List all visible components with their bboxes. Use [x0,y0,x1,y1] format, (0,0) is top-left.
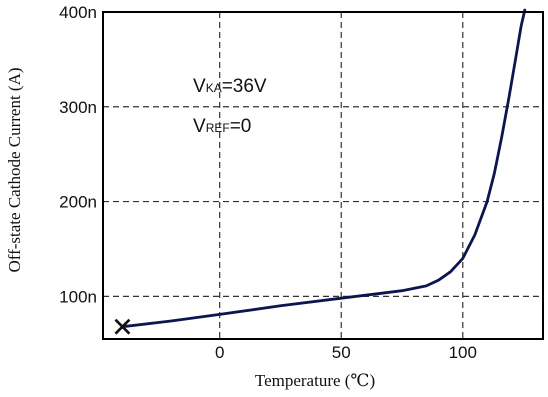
y-tick-label: 400n [59,3,97,22]
y-axis-title: Off-state Cathode Current (A) [5,67,24,272]
x-tick-label: 0 [215,343,224,362]
annotation-subscript: KA [206,81,222,95]
y-tick-label: 300n [59,98,97,117]
annotation-value: =0 [230,116,252,137]
x-tick-label: 100 [449,343,477,362]
series-line-layer [121,8,527,329]
annotation-main: V [193,76,206,97]
plot-frame [102,11,544,340]
y-tick-label: 200n [59,193,97,212]
annotation-subscript: REF [206,121,230,135]
series-line [121,8,527,329]
annotation-label: VKA=36V [193,76,267,97]
annotation-value: =36V [222,76,267,97]
annotation-main: V [193,116,206,137]
x-marker [114,318,131,335]
marker-layer [114,318,131,335]
annotation-label: VREF=0 [193,116,251,137]
tick-labels: 0 50 100 100n 200n 300n 400n [59,3,477,362]
x-tick-label: 50 [332,343,351,362]
y-tick-label: 100n [59,287,97,306]
grid-lines [103,12,543,339]
x-axis-title: Temperature (℃) [255,371,375,390]
